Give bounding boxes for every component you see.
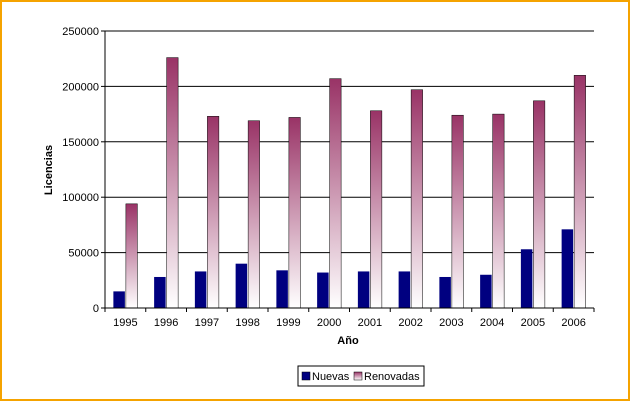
bar-renovadas-2002 (410, 89, 423, 309)
x-tick-label: 1999 (276, 317, 300, 329)
x-tick-label: 2005 (521, 317, 545, 329)
y-tick-label: 250000 (62, 26, 99, 38)
grid-lines (105, 30, 594, 254)
x-tick-label: 1996 (154, 317, 178, 329)
y-tick-label: 100000 (62, 192, 99, 204)
legend-label-nuevas: Nuevas (312, 371, 350, 383)
bar-renovadas-2001 (370, 110, 383, 309)
bar-renovadas-1999 (288, 117, 301, 309)
x-axis-title: Año (337, 335, 359, 347)
bar-renovadas-1995 (125, 203, 138, 309)
bar-renovadas-2006 (573, 75, 586, 309)
x-tick-label: 2002 (398, 317, 422, 329)
bar-nuevas-2004 (480, 274, 492, 308)
legend: Nuevas Renovadas (297, 365, 425, 387)
bar-nuevas-2002 (398, 271, 411, 308)
bar-nuevas-1999 (276, 270, 288, 308)
bar-nuevas-1998 (235, 263, 248, 308)
bar-renovadas-1996 (166, 57, 179, 309)
bar-nuevas-2000 (317, 272, 329, 308)
bar-renovadas-2000 (329, 78, 342, 309)
x-tick-labels: 1995 1996 1997 1998 1999 2000 2001 2002 2003 2004… (104, 308, 595, 329)
y-tick-label: 200000 (62, 81, 99, 93)
y-tick-label: 150000 (62, 137, 99, 149)
bar-nuevas-2001 (357, 271, 370, 308)
y-tick-labels: 0 50000 100000 150000 200000 250000 (62, 26, 105, 315)
x-tick-label: 1995 (113, 317, 137, 329)
x-tick-label: 1998 (235, 317, 259, 329)
bar-renovadas-1997 (207, 116, 220, 309)
x-tick-label: 2004 (480, 317, 504, 329)
legend-swatch-nuevas (301, 371, 311, 381)
y-axis-title: Licencias (43, 145, 55, 195)
bar-nuevas-1995 (113, 291, 125, 308)
legend-label-renovadas: Renovadas (364, 371, 420, 383)
bar-nuevas-2006 (561, 229, 574, 308)
bars (113, 57, 586, 309)
bar-nuevas-1997 (194, 271, 207, 308)
bar-renovadas-1998 (247, 120, 260, 309)
y-tick-label: 0 (93, 303, 99, 315)
bar-renovadas-2003 (451, 114, 464, 309)
bar-nuevas-1996 (154, 276, 166, 308)
x-tick-label: 1997 (195, 317, 219, 329)
bar-nuevas-2005 (520, 249, 533, 308)
x-tick-label: 2006 (561, 317, 585, 329)
x-tick-label: 2000 (317, 317, 341, 329)
x-tick-label: 2003 (439, 317, 463, 329)
bar-nuevas-2003 (439, 276, 451, 308)
bar-renovadas-2004 (492, 113, 505, 309)
y-tick-label: 50000 (68, 248, 99, 260)
legend-swatch-renovadas (353, 371, 363, 381)
bar-renovadas-2005 (533, 100, 546, 309)
x-tick-label: 2001 (358, 317, 382, 329)
